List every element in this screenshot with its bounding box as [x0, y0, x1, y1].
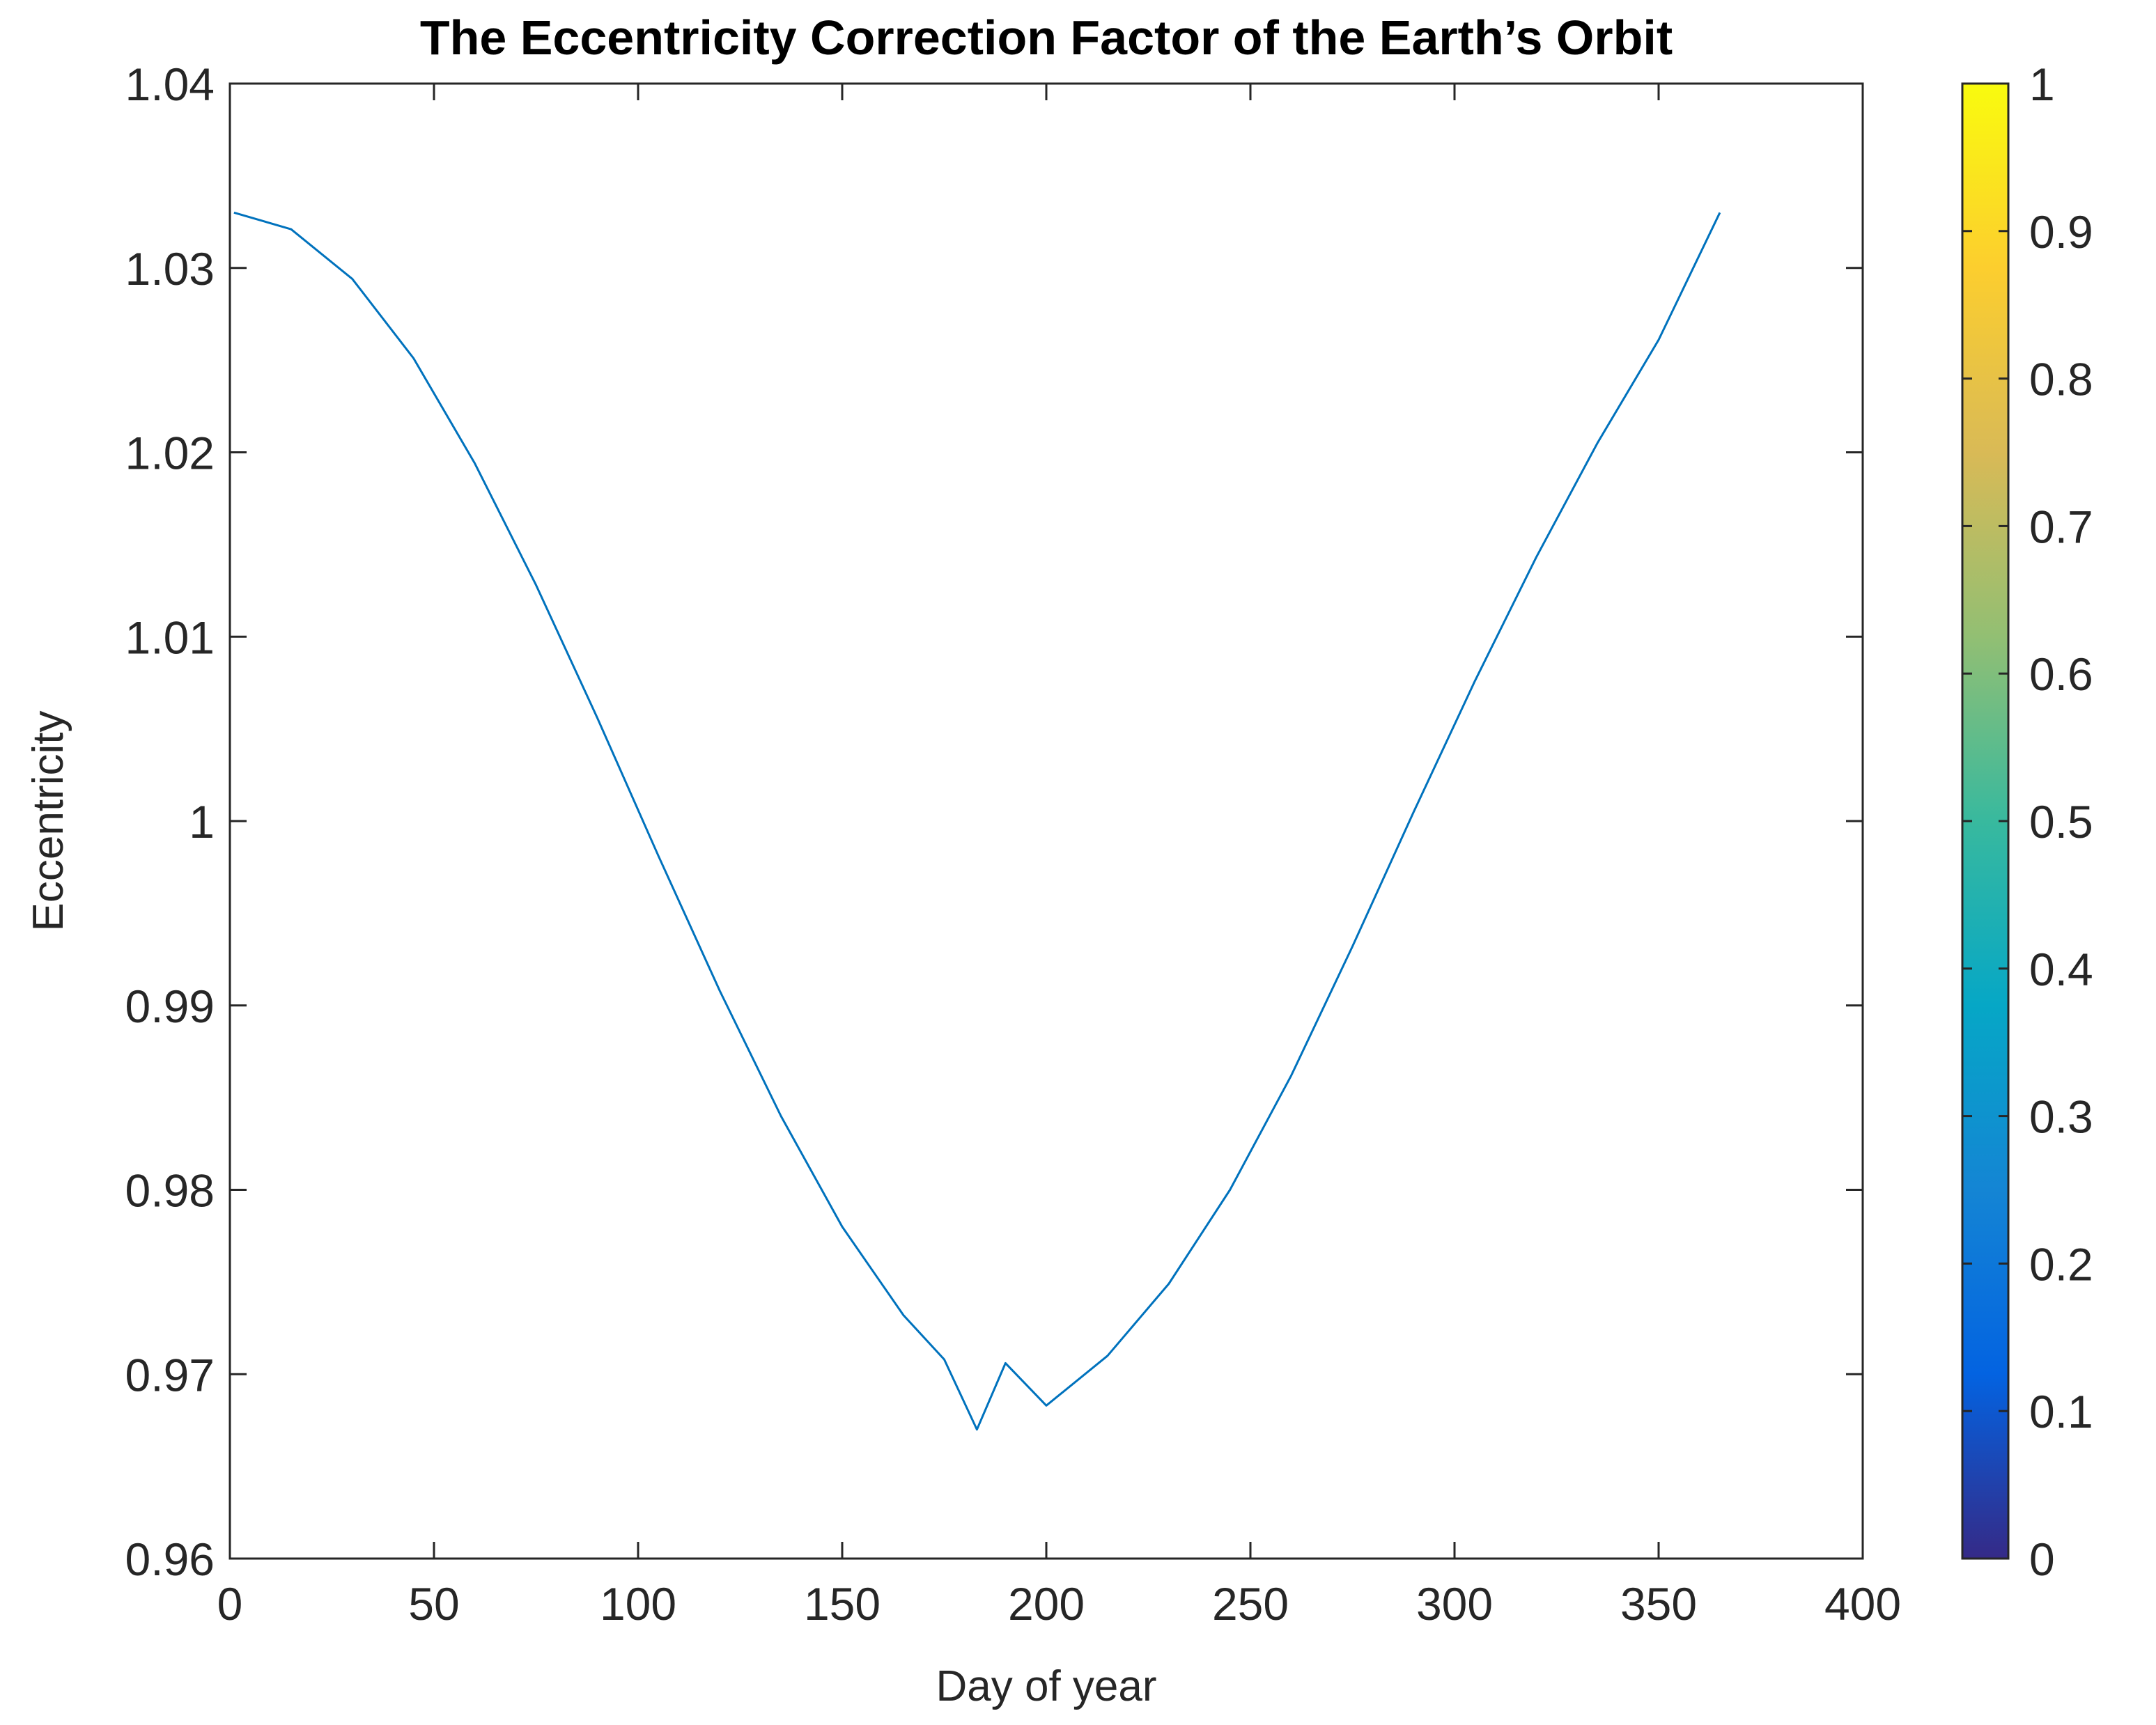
chart-title: The Eccentricity Correction Factor of th… [420, 10, 1673, 65]
colorbar-tick-label: 0.4 [2029, 944, 2093, 995]
y-axis: 0.96 0.97 0.98 0.99 1 1.01 1.02 1.03 1.04 [125, 58, 1863, 1585]
y-tick-label: 1 [189, 796, 215, 848]
x-tick-label: 0 [217, 1578, 243, 1630]
colorbar-tick-label: 0.3 [2029, 1091, 2093, 1143]
y-axis-label: Eccentricity [24, 711, 72, 932]
x-tick-label: 200 [1008, 1578, 1085, 1630]
x-tick-label: 150 [804, 1578, 881, 1630]
y-tick-label: 0.96 [125, 1533, 215, 1585]
plot-area: 0 50 100 150 200 250 300 350 400 0.960.970.980.9… [125, 58, 1902, 1630]
x-tick-label: 50 [408, 1578, 459, 1630]
y-tick-label: 0.98 [125, 1165, 215, 1217]
colorbar-tick-label: 0.6 [2029, 648, 2093, 700]
x-ticks [228, 84, 1864, 1559]
y-tick-labels: 0.96 0.97 0.98 0.99 1 1.01 1.02 1.03 1.04 [125, 58, 215, 1585]
x-tick-label: 300 [1416, 1578, 1493, 1630]
colorbar-tick-label: 1 [2029, 58, 2055, 110]
y-tick-label: 1.01 [125, 611, 215, 663]
colorbar-tick-label: 0.7 [2029, 501, 2093, 552]
x-tick-label: 350 [1620, 1578, 1697, 1630]
x-tick-label: 250 [1212, 1578, 1289, 1630]
colorbar-tick-label: 0.2 [2029, 1238, 2093, 1290]
y-ticks [230, 82, 1863, 1560]
x-tick-label: 400 [1824, 1578, 1901, 1630]
colorbar-tick-labels: 0 0.1 0.2 0.3 0.4 0.5 0.6 0.7 0.8 0.9 1 [2029, 58, 2093, 1585]
colorbar: 0 0.1 0.2 0.3 0.4 0.5 0.6 0.7 0.8 0.9 1 [1961, 58, 2093, 1585]
axes-box [228, 82, 1864, 1560]
colorbar-tick-label: 0.5 [2029, 796, 2093, 848]
y-tick-label: 1.03 [125, 243, 215, 295]
y-tick-label: 0.97 [125, 1349, 215, 1400]
colorbar-tick-label: 0.8 [2029, 354, 2093, 405]
x-axis: 0 50 100 150 200 250 300 350 400 [217, 84, 1901, 1630]
series-line [233, 211, 1721, 1431]
x-tick-label: 100 [600, 1578, 676, 1630]
y-tick-label: 1.02 [125, 428, 215, 479]
series-group [233, 211, 1721, 1431]
colorbar-tick-label: 0.1 [2029, 1386, 2093, 1437]
y-tick-label: 1.04 [125, 58, 215, 110]
colorbar-tick-label: 0.9 [2029, 206, 2093, 258]
y-tick-label: 0.99 [125, 981, 215, 1032]
colorbar-tick-label: 0 [2029, 1533, 2055, 1585]
colorbar-ticks [1962, 82, 2008, 1560]
x-tick-labels: 0 50 100 150 200 250 300 350 400 [217, 1578, 1901, 1630]
x-axis-label: Day of year [936, 1662, 1156, 1710]
